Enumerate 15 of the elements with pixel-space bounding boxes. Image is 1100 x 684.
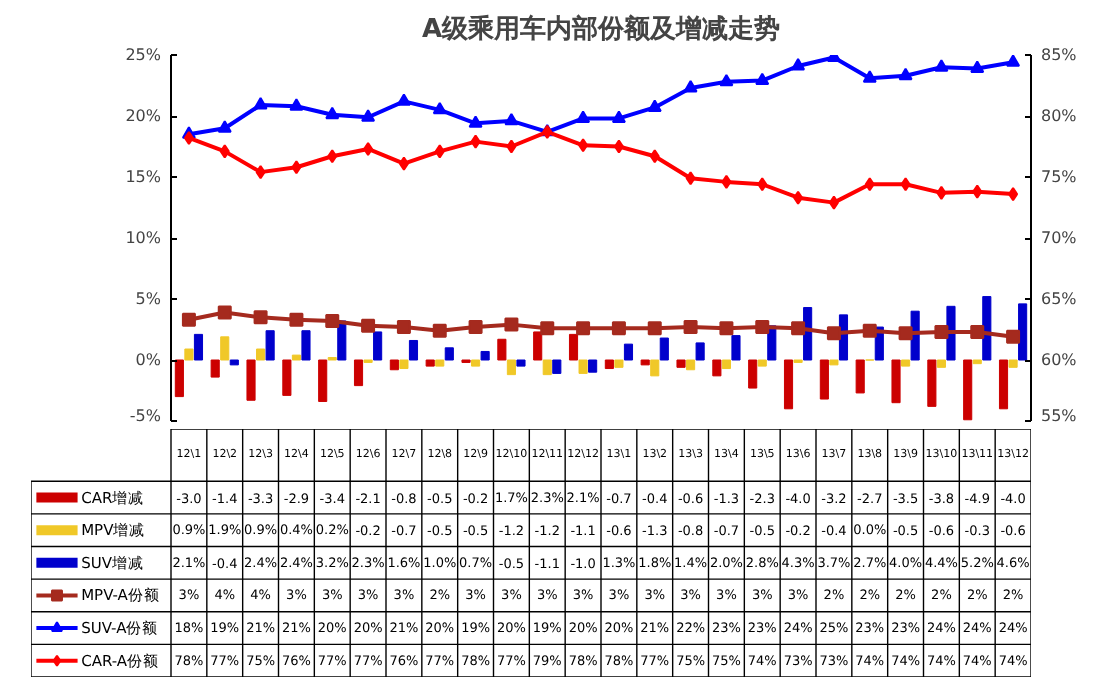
y-tick-label: 10% — [125, 229, 162, 247]
y-tick-label: 25% — [125, 46, 162, 64]
y-tick-label: 15% — [125, 168, 162, 186]
y2-tick-label: 80% — [1041, 107, 1078, 125]
y2-tick-label: 70% — [1041, 229, 1078, 247]
y2-tick-label: 60% — [1041, 351, 1078, 369]
y-tick-label: 5% — [135, 290, 162, 308]
y-tick-label: -5% — [129, 407, 162, 425]
y2-tick-label: 55% — [1041, 407, 1078, 425]
y2-tick-label: 65% — [1041, 290, 1078, 308]
chart-title: A级乘用车内部份额及增减走势 — [421, 13, 781, 45]
y2-tick-label: 85% — [1041, 46, 1078, 64]
y-tick-label: 0% — [135, 351, 162, 369]
y-tick-label: 20% — [125, 107, 162, 125]
y2-tick-label: 75% — [1041, 168, 1078, 186]
